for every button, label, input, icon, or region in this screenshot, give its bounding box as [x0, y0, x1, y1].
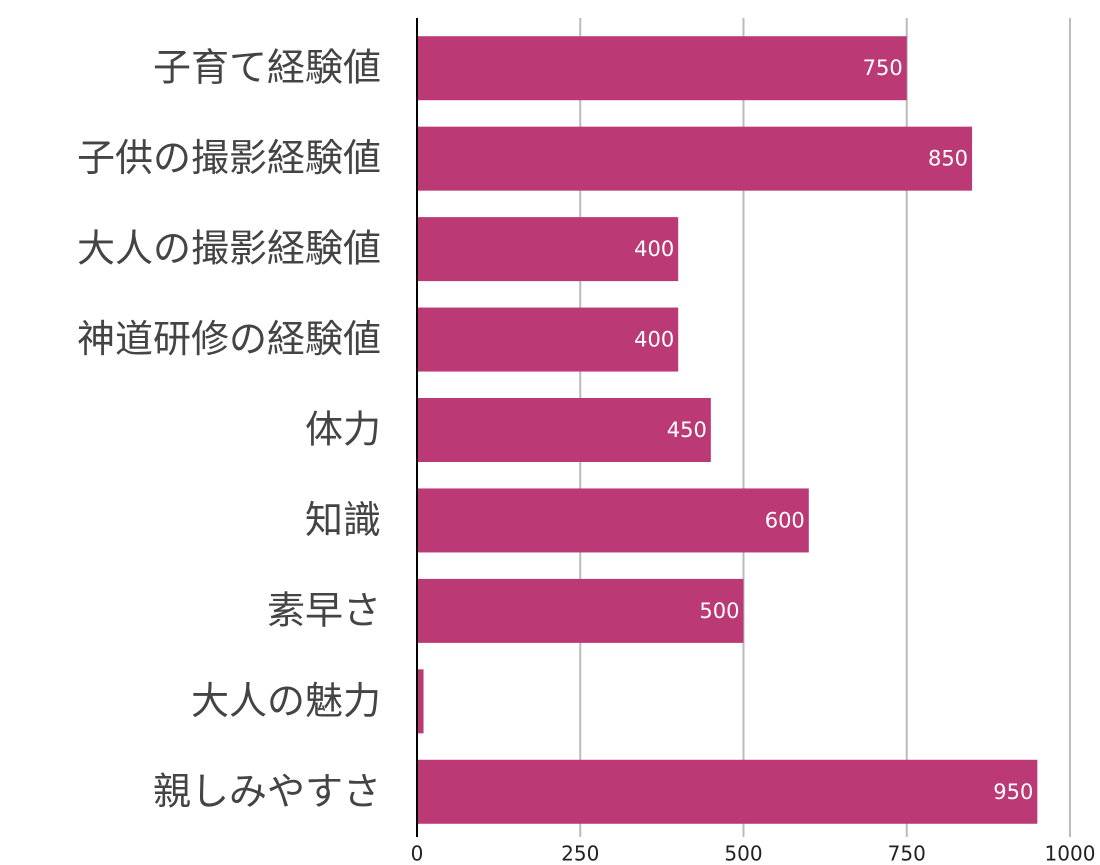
bar	[417, 488, 809, 553]
y-tick-label: 子供の撮影経験値	[77, 136, 381, 180]
bar	[417, 307, 679, 372]
value-label: 950	[993, 780, 1033, 804]
value-label: 750	[863, 56, 903, 80]
bar	[417, 126, 973, 191]
y-tick-label: 体力	[305, 408, 381, 452]
x-tick-label: 500	[724, 842, 762, 865]
bar	[417, 669, 424, 734]
bar	[417, 398, 711, 462]
y-tick-label: 神道研修の経験値	[77, 317, 381, 361]
x-tick-label: 250	[561, 842, 599, 865]
y-tick-label: 知識	[305, 498, 381, 542]
value-label: 600	[765, 508, 805, 532]
bar	[417, 36, 907, 101]
y-tick-label: 大人の撮影経験値	[77, 227, 381, 271]
bar	[417, 759, 1038, 824]
y-tick-label: 大人の魅力	[191, 679, 381, 723]
y-tick-label: 親しみやすさ	[153, 769, 381, 813]
bar	[417, 217, 679, 282]
value-label: 500	[699, 599, 739, 623]
value-label: 450	[667, 418, 707, 442]
x-tick-label: 0	[411, 842, 424, 865]
value-label: 850	[928, 147, 968, 171]
x-tick-label: 1000	[1045, 842, 1096, 865]
value-label: 400	[634, 237, 674, 261]
y-tick-label: 子育て経験値	[153, 46, 381, 90]
bar	[417, 578, 744, 643]
y-tick-label: 素早さ	[267, 588, 381, 632]
value-label: 400	[634, 328, 674, 352]
x-tick-label: 750	[888, 842, 926, 865]
